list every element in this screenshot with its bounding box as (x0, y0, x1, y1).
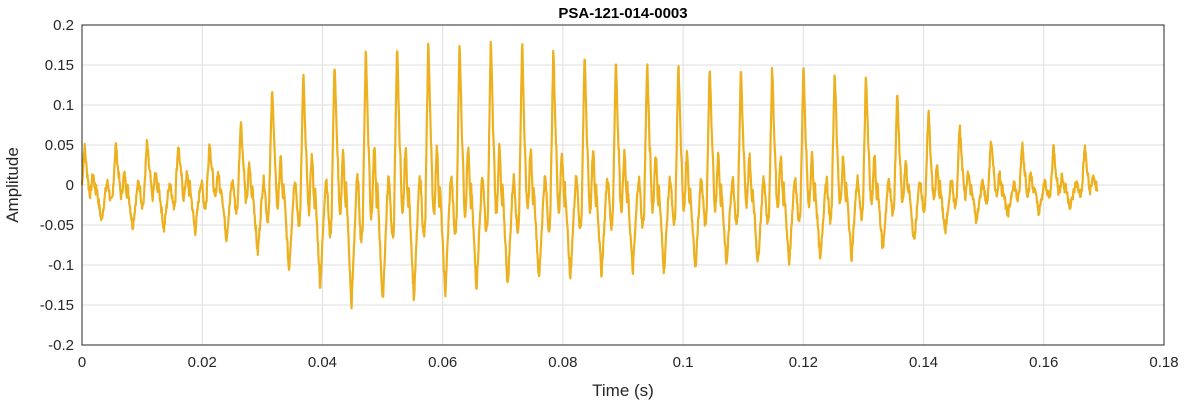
x-tick-label: 0.1 (673, 354, 694, 371)
y-tick-label: 0.1 (53, 97, 74, 114)
x-tick-label: 0.16 (1029, 354, 1058, 371)
x-tick-label: 0.04 (308, 354, 337, 371)
axes-box (81, 24, 1165, 346)
x-tick-label: 0 (78, 354, 86, 371)
y-axis-label: Amplitude (3, 147, 22, 223)
x-tick-label: 0.12 (789, 354, 818, 371)
y-tick-labels: -0.2 -0.15 -0.1 -0.05 0 0.05 0.1 0.15 0.2 (40, 17, 74, 354)
x-axis-label: Time (s) (592, 381, 654, 400)
x-tick-label: 0.06 (428, 354, 457, 371)
y-tick-label: 0.15 (45, 57, 74, 74)
y-tick-label: -0.15 (40, 297, 74, 314)
series-layer (80, 40, 1099, 310)
x-tick-label: 0.14 (909, 354, 938, 371)
amplitude-series-line (80, 40, 1099, 310)
y-tick-label: 0 (66, 177, 74, 194)
y-tick-label: -0.05 (40, 217, 74, 234)
y-tick-label: 0.2 (53, 17, 74, 34)
y-tick-label: -0.2 (48, 337, 74, 354)
chart-title: PSA-121-014-0003 (558, 5, 687, 22)
y-tick-label: 0.05 (45, 137, 74, 154)
x-tick-label: 0.08 (548, 354, 577, 371)
y-tick-label: -0.1 (48, 257, 74, 274)
x-tick-label: 0.02 (188, 354, 217, 371)
x-tick-label: 0.18 (1149, 354, 1178, 371)
x-tick-labels: 0 0.02 0.04 0.06 0.08 0.1 0.12 0.14 0.16 0.18 (78, 354, 1179, 371)
